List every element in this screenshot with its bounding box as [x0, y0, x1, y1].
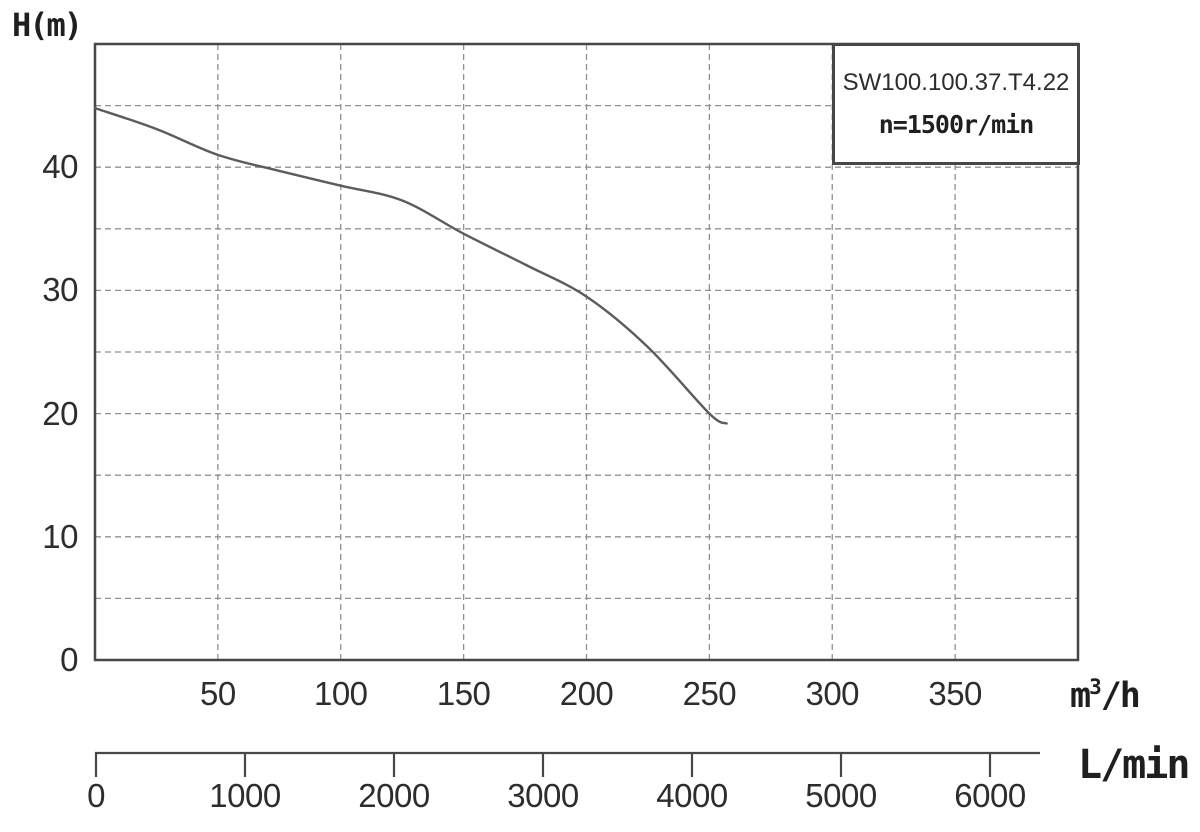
- x-tick-label: 200: [559, 675, 614, 712]
- x-tick-label: 250: [682, 675, 737, 712]
- y-tick-label: 40: [42, 148, 78, 186]
- lmin-tick-label: 1000: [209, 777, 281, 814]
- y-tick-label: 0: [60, 641, 78, 678]
- y-tick-label: 20: [42, 394, 78, 432]
- lmin-unit-label: L/min: [1078, 742, 1190, 788]
- lmin-tick-label: 4000: [656, 777, 728, 814]
- legend-model-label: SW100.100.37.T4.22: [842, 69, 1070, 96]
- x-tick-label: 150: [436, 675, 491, 712]
- x-tick-label: 350: [928, 675, 982, 712]
- legend-speed-label: n=1500r/min: [878, 110, 1035, 139]
- flow-unit-label: m3/h: [1070, 675, 1141, 716]
- x-tick-label: 300: [805, 675, 860, 712]
- y-tick-label: 10: [42, 517, 78, 555]
- legend-box: SW100.100.37.T4.22 n=1500r/min: [832, 43, 1080, 165]
- lmin-tick-label: 3000: [507, 777, 579, 814]
- flow-unit-rest: /h: [1100, 676, 1141, 716]
- lmin-tick-label: 0: [87, 777, 105, 814]
- flow-unit-superscript: 3: [1089, 675, 1102, 699]
- y-tick-label: 30: [42, 271, 78, 309]
- x-tick-label: 100: [313, 675, 368, 712]
- y-axis-title: H(m): [12, 6, 83, 44]
- lmin-tick-label: 5000: [805, 777, 877, 814]
- lmin-tick-label: 2000: [358, 777, 430, 814]
- plot-border: [93, 42, 1080, 662]
- flow-unit-base: m: [1070, 676, 1091, 716]
- pump-head-curve: [93, 106, 728, 425]
- lmin-tick-label: 6000: [954, 777, 1026, 814]
- x-tick-label: 50: [200, 675, 236, 712]
